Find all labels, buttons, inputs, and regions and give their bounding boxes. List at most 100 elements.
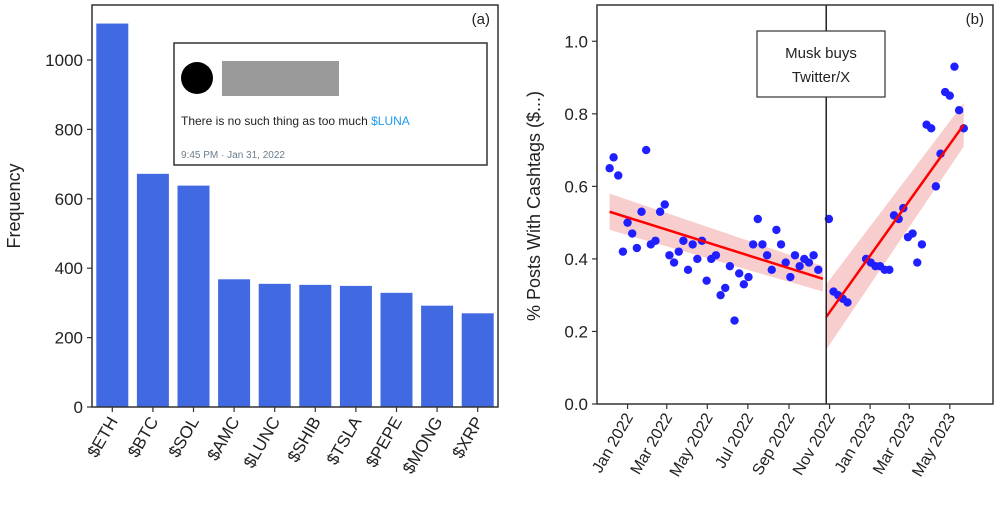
data-point [781, 258, 790, 267]
data-point [945, 91, 955, 100]
tweet-timestamp: 9:45 PM · Jan 31, 2022 [181, 150, 285, 161]
data-point [693, 254, 702, 264]
data-point [702, 276, 711, 285]
tweet-username-redacted [222, 61, 339, 96]
y-tick-label: 0.2 [564, 322, 588, 341]
y-tick-label: 0.8 [564, 105, 588, 124]
data-point [679, 236, 688, 245]
data-point [739, 280, 749, 289]
data-point [795, 261, 804, 271]
panel-a-y-ticks: 0 200 400 600 800 1000 [45, 51, 92, 417]
x-tick-label: $SOL [165, 414, 203, 461]
data-point [790, 251, 800, 260]
data-point [931, 182, 941, 191]
data-point [669, 258, 679, 267]
data-point [651, 236, 660, 245]
bar-shib [299, 284, 332, 407]
bar-mong [421, 305, 454, 407]
x-tick-label: $ETH [84, 414, 122, 461]
trend-line-2 [825, 123, 965, 318]
data-point [917, 240, 927, 249]
data-point [804, 258, 814, 267]
data-point [688, 240, 697, 249]
bar-amc [218, 279, 251, 407]
event-annotation-line2: Twitter/X [792, 69, 850, 86]
data-point [744, 272, 753, 282]
data-point [660, 200, 669, 209]
data-point [809, 251, 818, 260]
panel-a-plot-frame [91, 4, 499, 408]
panel-a-bar-chart: Frequency 0 200 400 600 800 1000 $ETH $BTC $SOL… [4, 4, 499, 477]
y-tick-label: 400 [55, 259, 83, 278]
data-point [725, 261, 735, 271]
panel-b-trend-lines [609, 123, 965, 318]
x-tick-label: $PEPE [362, 414, 406, 471]
x-tick-label: $LUNC [240, 414, 284, 472]
data-point [776, 240, 786, 249]
data-point [665, 251, 674, 260]
data-point [683, 265, 693, 274]
trend-line-1 [609, 210, 824, 281]
data-point [885, 265, 894, 274]
bar-tsla [339, 285, 372, 407]
y-tick-label: 1000 [45, 51, 83, 70]
data-point [628, 229, 637, 238]
data-point [913, 258, 922, 267]
data-point [716, 290, 725, 300]
panel-b-plot-frame [596, 4, 994, 405]
data-point [734, 269, 744, 278]
bar-pepe [380, 292, 413, 407]
y-tick-label: 200 [55, 329, 83, 348]
event-annotation-line1: Musk buys [785, 45, 857, 62]
data-point [762, 251, 772, 260]
panel-a-y-axis-label: Frequency [4, 163, 24, 248]
tweet-avatar [181, 62, 213, 94]
y-tick-label: 0.6 [564, 177, 588, 196]
data-point [908, 229, 917, 238]
data-point [954, 105, 964, 115]
tweet-text: There is no such thing as too much $LUNA [181, 114, 410, 128]
panel-b-points [605, 62, 968, 325]
x-tick-label: $MONG [399, 414, 447, 477]
tweet-text-body: There is no such thing as too much [181, 114, 371, 128]
data-point [730, 316, 739, 325]
data-point [748, 240, 758, 249]
panel-b-y-ticks: 0.0 0.2 0.4 0.6 0.8 1.0 [564, 32, 597, 414]
data-point [927, 124, 936, 133]
data-point [637, 207, 646, 216]
y-tick-label: 600 [55, 190, 83, 209]
x-tick-label: $SHIB [284, 414, 325, 466]
data-point [950, 62, 959, 71]
y-tick-label: 0.0 [564, 395, 588, 414]
event-annotation-box [756, 30, 886, 98]
panel-b-scatter-chart: % Posts With Cashtags ($...) 0.00.20.40.… [524, 4, 994, 480]
data-point [655, 207, 665, 216]
panel-a-label: (a) [472, 11, 490, 28]
data-point [632, 243, 642, 253]
data-point [786, 272, 795, 282]
y-tick-label: 800 [55, 120, 83, 139]
data-point [721, 283, 730, 293]
data-point [753, 214, 762, 224]
y-tick-label: 0.4 [564, 250, 588, 269]
panel-b-label: (b) [966, 11, 984, 28]
data-point [618, 247, 628, 256]
panel-a-bars [96, 23, 494, 407]
bar-xrp [461, 313, 494, 407]
bar-sol [177, 185, 210, 407]
event-annotation: Musk buys Twitter/X [756, 30, 886, 98]
data-point [641, 145, 651, 155]
data-point [674, 247, 683, 256]
data-point [609, 153, 618, 162]
x-tick-label: $TSLA [323, 413, 366, 468]
bar-btc [136, 173, 169, 407]
inset-tweet-card: There is no such thing as too much $LUNA… [173, 42, 488, 166]
data-point [843, 298, 852, 307]
data-point [814, 265, 823, 274]
data-point [614, 171, 623, 180]
confidence-band-2 [826, 102, 964, 350]
data-point [605, 164, 614, 173]
tweet-cashtag: $LUNA [371, 114, 410, 128]
